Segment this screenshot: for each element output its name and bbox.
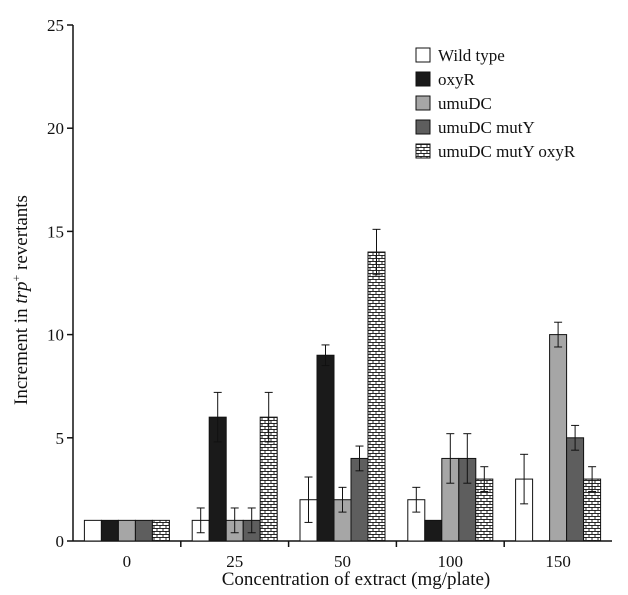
x-tick-label: 0 xyxy=(123,552,132,571)
legend-label: umuDC mutY xyxy=(438,118,535,137)
legend: Wild type oxyR umuDC umuDC mutY umuDC mutY o… xyxy=(415,46,576,161)
bar xyxy=(117,519,136,542)
bar xyxy=(83,519,102,542)
y-tick-label: 25 xyxy=(47,16,64,35)
x-tick-label: 50 xyxy=(334,552,351,571)
bar xyxy=(367,251,386,542)
x-tick-label: 100 xyxy=(438,552,464,571)
legend-label: umuDC xyxy=(438,94,492,113)
y-tick-label: 15 xyxy=(47,222,64,241)
plot-area: 0 5 10 15 20 25 0 25 50 100 150 xyxy=(47,16,612,571)
bar xyxy=(151,519,170,542)
x-tick-label: 150 xyxy=(545,552,571,571)
y-tick-label: 20 xyxy=(47,119,64,138)
bar xyxy=(134,519,153,542)
y-tick-label: 10 xyxy=(47,326,64,345)
legend-swatch xyxy=(415,143,431,159)
legend-swatch xyxy=(415,71,431,87)
legend-swatch xyxy=(415,95,431,111)
bar xyxy=(424,519,443,542)
x-axis-label: Concentration of extract (mg/plate) xyxy=(222,569,491,590)
legend-label: umuDC mutY oxyR xyxy=(438,142,576,161)
x-tick-label: 25 xyxy=(226,552,243,571)
y-axis-label: Increment in trp+ revertants xyxy=(9,195,32,405)
bar xyxy=(316,354,335,542)
bar xyxy=(100,519,119,542)
y-tick-label: 5 xyxy=(56,429,65,448)
legend-label: oxyR xyxy=(438,70,476,89)
bar xyxy=(549,334,568,542)
legend-label: Wild type xyxy=(438,46,505,65)
legend-swatch xyxy=(415,47,431,63)
y-tick-label: 0 xyxy=(56,532,65,551)
bar xyxy=(566,437,585,542)
legend-swatch xyxy=(415,119,431,135)
